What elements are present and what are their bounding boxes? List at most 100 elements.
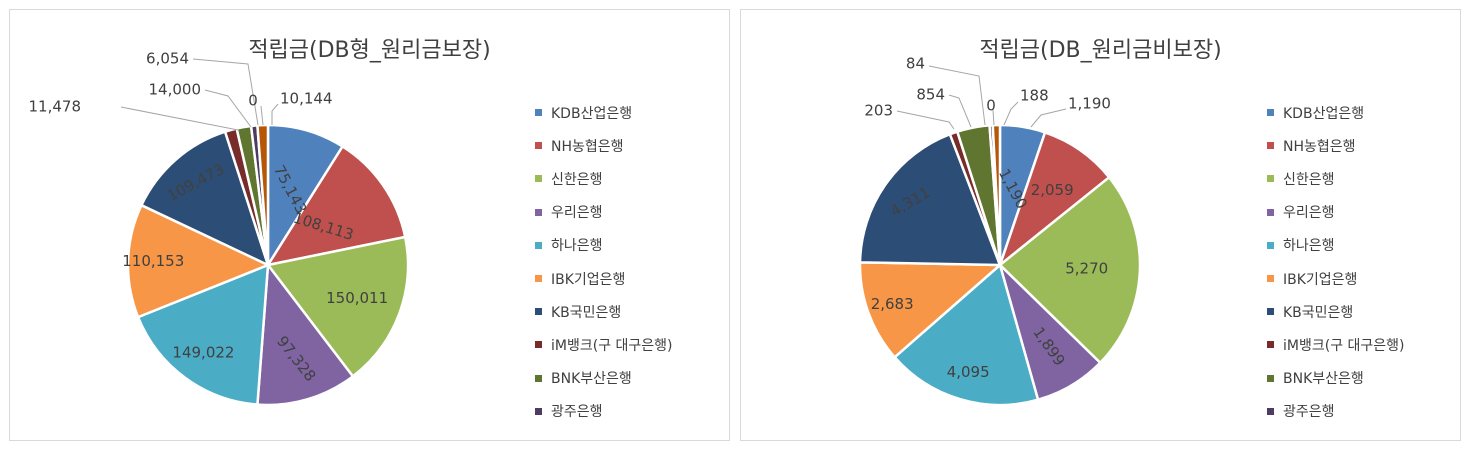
pie-slice xyxy=(136,263,270,406)
legend-label: BNK부산은행 xyxy=(551,371,632,388)
data-label: 2,683 xyxy=(871,295,914,313)
leader-line xyxy=(204,89,252,128)
pie-chart-svg: 1,190 2,0595,2701,8994,0952,6834,31120385… xyxy=(858,55,1142,407)
legend-swatch xyxy=(535,241,542,249)
legend-swatch xyxy=(535,208,542,216)
legend-item: BNK부산은행 xyxy=(535,362,673,395)
legend-swatch xyxy=(535,275,542,283)
leader-line xyxy=(192,58,259,126)
legend-swatch xyxy=(1267,341,1274,349)
legend-label: 광주은행 xyxy=(551,404,603,421)
legend-swatch xyxy=(1267,374,1274,382)
pie-slices xyxy=(126,123,410,407)
legend-swatch xyxy=(1267,308,1274,316)
legend-item: 신한은행 xyxy=(535,162,673,195)
legend-item: 우리은행 xyxy=(1267,196,1405,229)
legend-item: 광주은행 xyxy=(1267,395,1405,428)
data-label: 0 xyxy=(986,97,996,115)
pie-slice xyxy=(998,131,1111,267)
legend-swatch xyxy=(535,341,542,349)
data-label: 11,478 xyxy=(29,98,82,116)
pie-slice xyxy=(998,176,1142,365)
legend-label: 신한은행 xyxy=(1283,171,1335,188)
legend-swatch xyxy=(535,308,542,316)
chart-title: 적립금(DB형_원리금보장) xyxy=(248,38,491,63)
legend-label: BNK부산은행 xyxy=(1283,371,1364,388)
legend-swatch xyxy=(535,109,542,117)
data-label: 4,095 xyxy=(947,363,990,381)
pie-slice xyxy=(126,203,270,319)
legend-label: 우리은행 xyxy=(1283,205,1335,222)
legend-item: 하나은행 xyxy=(535,229,673,262)
leader-line xyxy=(992,109,995,126)
chart-panel-guaranteed: 적립금(DB형_원리금보장) 75,143 108,113 150,011 97,32… xyxy=(9,9,730,441)
data-label: 150,011 xyxy=(326,289,388,307)
pie-slice xyxy=(140,130,270,267)
data-label: 84 xyxy=(906,55,925,73)
pie-slice xyxy=(858,261,1002,359)
legend-item: IBK기업은행 xyxy=(535,262,673,295)
leader-line xyxy=(120,106,239,131)
legend-label: 광주은행 xyxy=(1283,404,1335,421)
legend-swatch xyxy=(1267,208,1274,216)
data-label: 110,153 xyxy=(122,252,184,270)
data-label: 5,270 xyxy=(1065,260,1108,278)
legend-swatch xyxy=(1267,175,1274,183)
legend-swatch xyxy=(535,407,542,415)
pie-slice xyxy=(266,235,410,378)
data-label: 14,000 xyxy=(149,81,202,99)
legend-label: 우리은행 xyxy=(551,205,603,222)
legend-label: KB국민은행 xyxy=(1283,304,1354,321)
legend-label: IBK기업은행 xyxy=(551,271,626,288)
legend-item: 하나은행 xyxy=(1267,229,1405,262)
legend-label: 하나은행 xyxy=(551,238,603,255)
legend-label: 신한은행 xyxy=(551,171,603,188)
leader-line xyxy=(260,105,264,126)
pie-slice xyxy=(858,133,1002,267)
legend-swatch xyxy=(1267,275,1274,283)
legend-item: iM뱅크(구 대구은행) xyxy=(1267,328,1405,361)
legend-item: NH농협은행 xyxy=(535,129,673,162)
chart-title: 적립금(DB_원리금비보장) xyxy=(979,38,1222,63)
legend-item: BNK부산은행 xyxy=(1267,362,1405,395)
legend-label: KDB산업은행 xyxy=(1283,105,1365,122)
legend-swatch xyxy=(1267,142,1274,150)
pie-slice xyxy=(256,263,355,407)
legend-label: iM뱅크(구 대구은행) xyxy=(1283,337,1405,354)
legend-label: NH농협은행 xyxy=(1283,138,1356,155)
data-label: 6,054 xyxy=(146,50,189,68)
legend-item: iM뱅크(구 대구은행) xyxy=(535,328,673,361)
data-label: 854 xyxy=(916,86,945,104)
leader-line xyxy=(928,65,986,126)
legend-label: KDB산업은행 xyxy=(551,105,633,122)
data-labels: 1,190 2,0595,2701,8994,0952,6834,31120385… xyxy=(864,55,1111,381)
legend-label: KB국민은행 xyxy=(551,304,622,321)
legend-label: iM뱅크(구 대구은행) xyxy=(551,337,673,354)
leader-line xyxy=(1030,108,1067,128)
legend-label: 하나은행 xyxy=(1283,238,1335,255)
pie-slice xyxy=(266,145,407,267)
legend-swatch xyxy=(1267,109,1274,117)
data-label: 1,190 xyxy=(1068,95,1111,113)
legend-item: KB국민은행 xyxy=(535,295,673,328)
legend-swatch xyxy=(1267,241,1274,249)
leader-line xyxy=(1003,101,1019,126)
legend-item: KDB산업은행 xyxy=(535,96,673,129)
legend-item: 광주은행 xyxy=(535,395,673,428)
legend-label: IBK기업은행 xyxy=(1283,271,1358,288)
legend-label: NH농협은행 xyxy=(551,138,624,155)
leader-line xyxy=(271,103,279,125)
legend-item: KDB산업은행 xyxy=(1267,96,1405,129)
legend-swatch xyxy=(535,142,542,150)
data-label: 188 xyxy=(1020,87,1049,105)
chart-panel-non-guaranteed: 적립금(DB_원리금비보장) 1,190 2,059 5,270 1,899 4,095… xyxy=(740,9,1461,441)
data-label: 0 xyxy=(248,92,258,110)
legend-item: 우리은행 xyxy=(535,196,673,229)
leader-line xyxy=(948,94,972,128)
legend-swatch xyxy=(535,374,542,382)
pie-slice xyxy=(256,123,270,267)
legend-swatch xyxy=(1267,407,1274,415)
legend-item: NH농협은행 xyxy=(1267,129,1405,162)
legend-item: 신한은행 xyxy=(1267,162,1405,195)
